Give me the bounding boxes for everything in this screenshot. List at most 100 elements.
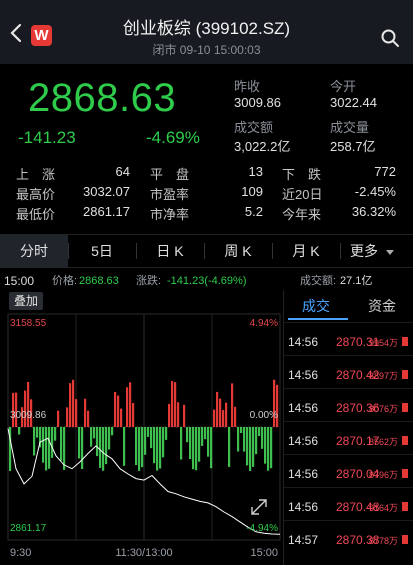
breadth-bar xyxy=(72,379,75,427)
tab-5day[interactable]: 5日 xyxy=(91,243,113,259)
tab-funds[interactable]: 资金 xyxy=(368,298,396,314)
trade-row: 14:56 2870.17 8562万 xyxy=(284,421,413,454)
breadth-bar xyxy=(204,427,207,440)
trade-time: 14:56 xyxy=(288,434,319,448)
breadth-bar xyxy=(93,427,96,439)
breadth-bar xyxy=(237,427,240,452)
info-time: 15:00 xyxy=(4,274,35,288)
turnover-value: 3,022.2亿 xyxy=(234,139,291,154)
trade-row: 14:57 2870.38 8778万 xyxy=(284,520,413,553)
tab-more[interactable]: 更多 xyxy=(344,235,400,267)
info-price-label: 价格: xyxy=(52,275,78,287)
trade-time: 14:56 xyxy=(288,401,319,415)
info-change-label: 涨跌: xyxy=(136,275,162,287)
breadth-bar xyxy=(132,403,135,427)
prev-close-value: 3009.86 xyxy=(234,95,281,110)
tab-monthly-k[interactable]: 月 K xyxy=(292,243,320,259)
price-line xyxy=(7,428,281,535)
breadth-bar xyxy=(144,427,147,455)
high-value: 3032.07 xyxy=(83,184,130,199)
y-axis-bottom: 2861.17 xyxy=(10,523,47,534)
overlay-button[interactable] xyxy=(9,292,43,310)
breadth-bar xyxy=(117,395,120,427)
tab-trades[interactable]: 成交 xyxy=(302,298,330,314)
trade-direction-marker xyxy=(402,337,408,346)
breadth-bar xyxy=(180,427,183,460)
trade-time: 14:56 xyxy=(288,500,319,514)
breadth-bar xyxy=(234,406,237,427)
breadth-bar xyxy=(102,427,105,471)
period-tabs: 分时 5日 日 K 周 K 月 K 更多 xyxy=(0,234,413,268)
x-tick-end: 15:00 xyxy=(250,547,278,559)
trade-row: 14:56 2870.36 8076万 xyxy=(284,388,413,421)
trade-price: 2870.17 xyxy=(336,434,380,448)
info-change-value: -141.23(-4.69%) xyxy=(167,275,247,287)
breadth-bar xyxy=(267,427,270,471)
trade-time: 14:56 xyxy=(288,467,319,481)
breadth-bar xyxy=(168,403,171,427)
breadth-bar xyxy=(123,427,126,466)
info-turnover-value: 27.1亿 xyxy=(340,275,373,287)
trade-price: 2870.04 xyxy=(336,467,380,481)
breadth-bar xyxy=(87,410,90,427)
volume-value: 258.7亿 xyxy=(330,139,376,154)
overlay-button-label: 叠加 xyxy=(14,294,38,308)
prev-close-label: 昨收 xyxy=(234,79,261,94)
breadth-bar xyxy=(249,427,252,471)
tab-intraday[interactable]: 分时 xyxy=(0,235,68,267)
down-count-value: 772 xyxy=(374,164,396,179)
pe-label: 市盈率 xyxy=(150,187,190,202)
market-status: 闭市 09-10 15:00:03 xyxy=(152,43,261,57)
breadth-bar xyxy=(216,391,219,427)
breadth-bar xyxy=(150,427,153,449)
trade-volume: 8778万 xyxy=(368,536,398,546)
up-count-label: 上 涨 xyxy=(16,167,56,182)
trade-direction-marker xyxy=(402,370,408,379)
tab-weekly-k[interactable]: 周 K xyxy=(224,243,252,259)
breadth-bar xyxy=(222,410,225,427)
trade-price: 2870.48 xyxy=(336,500,380,514)
trade-volume: 8562万 xyxy=(368,437,398,447)
breadth-bar xyxy=(57,410,60,427)
intraday-chart[interactable]: 叠加 3158.55 3009.86 2861.17 4.94% 0.00% -… xyxy=(0,290,283,565)
info-price-value: 2868.63 xyxy=(79,275,119,287)
flat-count-value: 13 xyxy=(248,164,263,179)
breadth-bar xyxy=(147,427,150,437)
breadth-bar xyxy=(171,381,174,427)
trade-row: 14:56 2870.48 9164万 xyxy=(284,487,413,520)
breadth-bar xyxy=(273,379,276,427)
breadth-bar xyxy=(243,427,246,452)
breadth-bar xyxy=(210,427,213,469)
trade-direction-marker xyxy=(402,469,408,478)
trade-time: 14:56 xyxy=(288,335,319,349)
x-tick-mid: 11:30/13:00 xyxy=(115,547,172,559)
high-label: 最高价 xyxy=(16,187,56,202)
search-icon[interactable] xyxy=(380,28,400,48)
breadth-bar xyxy=(39,427,42,448)
breadth-bar xyxy=(186,427,189,443)
breadth-bar xyxy=(177,402,180,427)
breadth-bar xyxy=(138,427,141,471)
back-arrow-icon[interactable] xyxy=(6,22,28,44)
turnover-label: 成交额 xyxy=(234,120,274,135)
breadth-bar xyxy=(198,427,201,462)
breadth-bar xyxy=(255,427,258,455)
expand-icon[interactable] xyxy=(251,499,267,515)
trade-volume: 8897万 xyxy=(368,371,398,381)
breadth-bar xyxy=(45,427,48,471)
d20-label: 近20日 xyxy=(282,187,323,202)
breadth-bar xyxy=(189,427,192,459)
tab-daily-k[interactable]: 日 K xyxy=(156,243,184,259)
breadth-bar xyxy=(225,402,228,427)
y-axis-mid: 3009.86 xyxy=(10,410,47,421)
breadth-bar xyxy=(30,399,33,427)
breadth-bar xyxy=(162,427,165,458)
trade-price: 2870.36 xyxy=(336,401,380,415)
breadth-bar xyxy=(201,427,204,446)
trade-time: 14:57 xyxy=(288,533,319,547)
trade-direction-marker xyxy=(402,502,408,511)
breadth-bar xyxy=(120,408,123,427)
breadth-bar xyxy=(192,427,195,470)
breadth-bar xyxy=(105,427,108,465)
breadth-bar xyxy=(21,407,24,427)
